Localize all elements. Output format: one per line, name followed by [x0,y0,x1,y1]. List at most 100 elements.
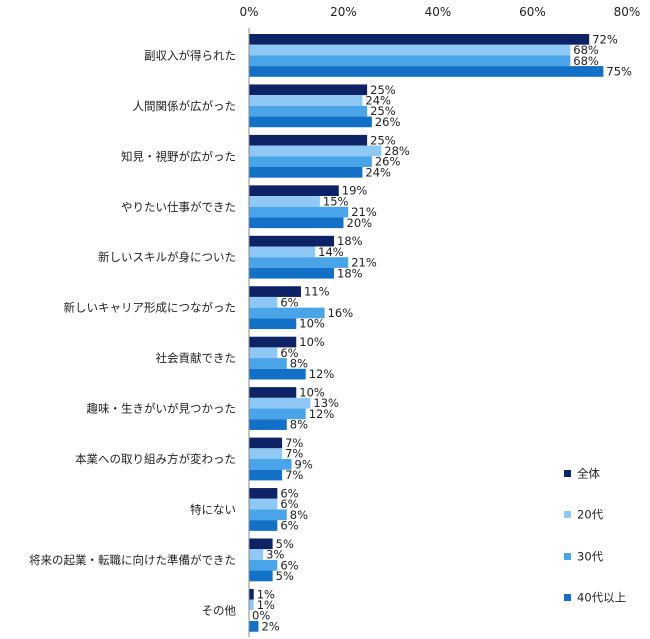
bar-2 [249,145,382,157]
data-label: 6% [280,486,298,500]
legend-label: 30代 [577,550,604,564]
data-label: 68% [573,54,599,68]
bar-3 [249,156,372,167]
data-label: 0% [252,609,270,623]
bar-1 [249,34,590,45]
bar-4 [249,469,283,481]
category-label: 人間関係が広がった [133,99,237,113]
data-label: 8% [290,418,308,432]
data-label: 1% [257,598,275,612]
bar-2 [249,498,278,510]
bar-3 [249,105,368,117]
data-label: 1% [257,587,275,601]
bar-1 [249,437,283,449]
bar-2 [249,95,363,106]
data-label: 8% [290,508,308,522]
legend-swatch [564,470,571,477]
data-label: 25% [370,133,396,147]
data-label: 75% [606,64,632,78]
category-label: やりたい仕事ができた [121,200,236,214]
data-label: 6% [280,295,298,309]
bar-1 [249,235,335,247]
legend-label: 20代 [577,508,604,522]
bar-4 [249,419,287,430]
data-label: 25% [370,104,396,118]
bar-4 [249,167,363,178]
data-labels: 72%68%68%75%25%24%25%26%25%28%26%24%19%1… [252,32,632,633]
legend-swatch [564,553,571,560]
bar-1 [249,488,278,499]
bar-4 [249,368,306,380]
data-label: 18% [337,234,363,248]
data-label: 6% [280,558,298,572]
data-label: 12% [309,407,335,421]
data-label: 25% [370,83,396,97]
bar-1 [249,336,297,348]
bar-2 [249,448,283,459]
data-label: 11% [304,285,330,299]
bar-3 [249,307,325,319]
data-label: 6% [280,346,298,360]
bar-4 [249,116,372,128]
category-label: 新しいキャリア形成につながった [64,301,237,315]
data-label: 7% [285,436,303,450]
data-label: 7% [285,468,303,482]
category-label: 知見・視野が広がった [121,149,236,163]
bar-2 [249,44,571,56]
data-label: 20% [347,216,373,230]
data-label: 28% [384,144,410,158]
bar-1 [249,185,339,197]
x-tick-label: 0% [239,5,258,19]
bar-3 [249,459,292,470]
bar-2 [249,246,316,258]
data-label: 16% [328,306,354,320]
category-label: 新しいスキルが身についた [98,250,236,264]
data-label: 24% [365,94,391,108]
data-label: 18% [337,266,363,280]
bar-2 [249,196,320,207]
bar-1 [249,538,273,550]
data-label: 8% [290,356,308,370]
data-label: 21% [351,256,377,270]
data-label: 19% [342,184,368,198]
data-label: 6% [280,519,298,533]
bar-4 [249,217,344,229]
legend-label: 40代以上 [577,591,626,605]
bar-3 [249,559,278,571]
data-label: 68% [573,43,599,57]
bar-2 [249,347,278,359]
bar-2 [249,549,264,560]
bar-4 [249,570,273,582]
category-label: 本業への取り組み方が変わった [75,452,236,466]
data-label: 10% [299,335,325,349]
bar-4 [249,318,297,330]
bar-3 [249,206,349,218]
data-label: 6% [280,497,298,511]
bar-1 [249,588,254,600]
data-label: 3% [266,548,284,562]
legend-label: 全体 [577,467,600,481]
data-label: 12% [309,367,335,381]
bar-1 [249,387,297,398]
category-labels: 副収入が得られた人間関係が広がった知見・視野が広がったやりたい仕事ができた新しい… [29,48,236,617]
category-label: 特にない [190,502,236,516]
bar-2 [249,397,311,409]
x-tick-label: 40% [425,5,452,19]
bar-3 [249,55,571,67]
data-label: 24% [365,165,391,179]
bar-3 [249,257,349,268]
legend-swatch [564,511,571,518]
bar-1 [249,286,301,297]
bars [249,34,604,632]
category-label: 将来の起業・転職に向けた準備ができた [29,553,236,567]
bar-2 [249,599,254,611]
category-label: 副収入が得られた [144,48,236,62]
bar-3 [249,358,287,369]
x-tick-label: 60% [519,5,546,19]
category-label: その他 [202,603,237,617]
data-label: 15% [323,194,349,208]
bar-1 [249,84,368,96]
bar-4 [249,520,278,531]
data-label: 7% [285,447,303,461]
